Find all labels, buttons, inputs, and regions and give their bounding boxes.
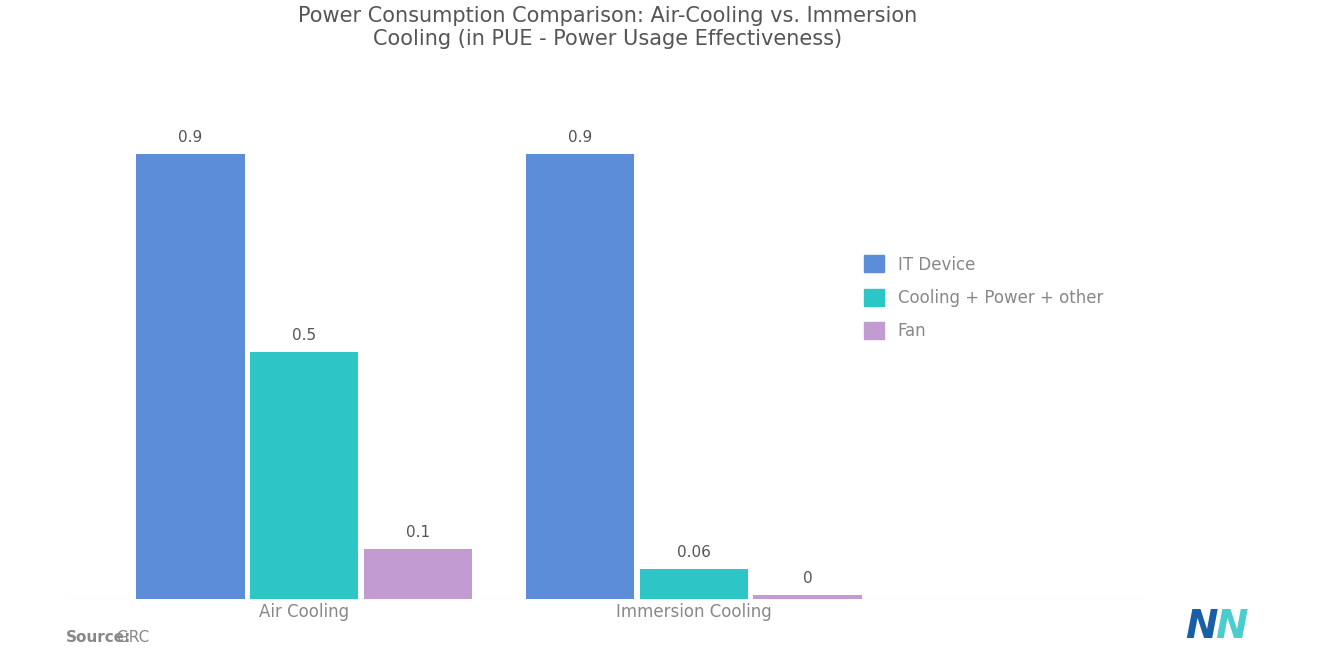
Title: Power Consumption Comparison: Air-Cooling vs. Immersion
Cooling (in PUE - Power : Power Consumption Comparison: Air-Coolin… xyxy=(297,6,917,49)
Bar xyxy=(136,154,244,598)
Bar xyxy=(525,154,634,598)
Bar xyxy=(364,549,473,598)
Bar xyxy=(640,569,748,598)
Text: GRC: GRC xyxy=(112,630,149,645)
Text: 0: 0 xyxy=(803,571,812,586)
Bar xyxy=(249,352,358,598)
Text: N: N xyxy=(1185,608,1218,646)
Bar xyxy=(754,595,862,598)
Text: 0.06: 0.06 xyxy=(677,545,710,560)
Text: 0.9: 0.9 xyxy=(568,130,593,145)
Text: 0.1: 0.1 xyxy=(405,525,430,540)
Text: Source:: Source: xyxy=(66,630,132,645)
Legend: IT Device, Cooling + Power + other, Fan: IT Device, Cooling + Power + other, Fan xyxy=(865,255,1104,340)
Text: N: N xyxy=(1214,608,1247,646)
Text: 0.5: 0.5 xyxy=(292,328,317,342)
Text: 0.9: 0.9 xyxy=(178,130,202,145)
